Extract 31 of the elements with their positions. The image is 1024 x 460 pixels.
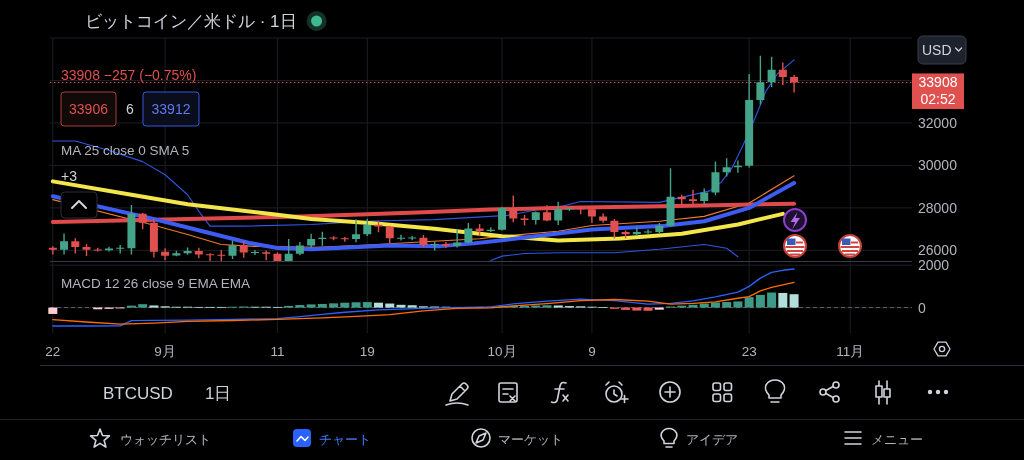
text: 1日: [205, 384, 232, 403]
y-tick-label: 30000: [918, 157, 958, 174]
annotation: 33906: [69, 101, 109, 117]
text: MACD 12 26 close 9 EMA EMA: [61, 276, 251, 291]
text: アイデア: [686, 433, 738, 447]
x-tick-label: 19: [359, 344, 375, 359]
annotation: 33912: [151, 101, 191, 117]
x-tick-label: 9月: [154, 344, 176, 359]
y-tick-label: 26000: [918, 242, 958, 259]
chart-title: ビットコイン／米ドル · 1日: [85, 12, 297, 31]
text: 02:52: [920, 91, 956, 107]
y-tick-label: 0: [918, 299, 926, 316]
annotation: +3: [61, 168, 78, 184]
x-tick-label: 10月: [487, 344, 517, 359]
x-tick-label: 9: [588, 344, 596, 359]
text: マーケット: [498, 433, 563, 447]
text: BTCUSD: [103, 384, 173, 403]
y-tick-label: 28000: [918, 199, 958, 216]
text: チャート: [319, 433, 371, 447]
text: メニュー: [871, 433, 923, 447]
annotation: 6: [126, 101, 135, 117]
text: 33908 −257 (−0.75%): [61, 67, 197, 83]
x-tick-label: 11月: [836, 344, 865, 359]
x-tick-label: 22: [45, 344, 61, 359]
text: ウォッチリスト: [120, 433, 211, 447]
ref-line-label: 33908: [918, 74, 958, 91]
y-tick-label: 2000: [918, 257, 950, 274]
x-tick-label: 23: [741, 344, 757, 359]
x-tick-label: 11: [270, 344, 285, 359]
text: USD: [922, 42, 952, 58]
y-tick-label: 32000: [918, 114, 958, 131]
